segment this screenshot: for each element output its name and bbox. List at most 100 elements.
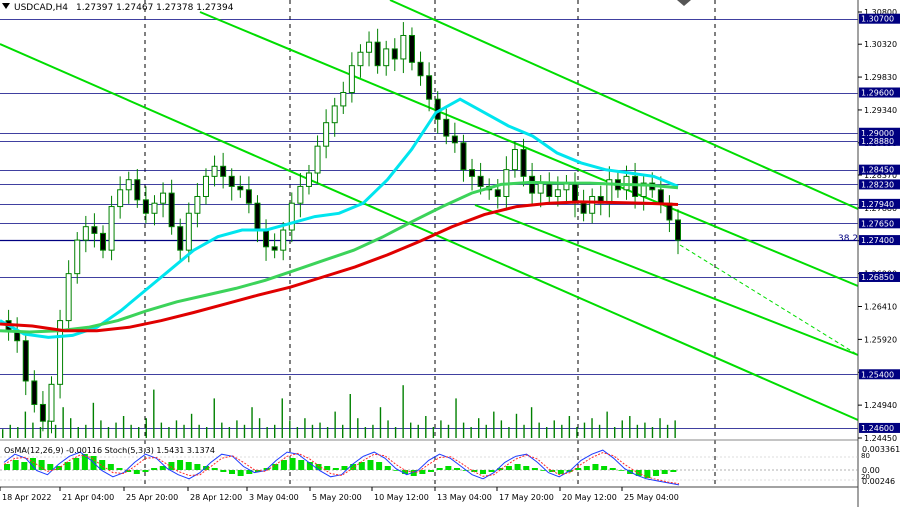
- osma-bar: [670, 470, 677, 472]
- osma-bar: [151, 468, 158, 470]
- volume-bar: [523, 424, 525, 438]
- time-tick-label: 3 May 04:00: [249, 493, 299, 502]
- volume-bar: [85, 424, 87, 438]
- osma-bar: [393, 470, 400, 471]
- candle-body: [366, 41, 373, 53]
- volume-bar: [17, 427, 19, 438]
- channel-line[interactable]: [389, 0, 859, 210]
- volume-bar: [478, 418, 480, 438]
- volume-bar: [221, 422, 223, 438]
- volume-bar: [614, 427, 616, 438]
- price-level-tag[interactable]: [859, 127, 900, 138]
- time-tick-label: 25 Apr 20:00: [126, 493, 178, 502]
- channel-line[interactable]: [199, 11, 859, 287]
- volume-bar: [432, 427, 435, 438]
- price-level-tag[interactable]: [859, 369, 900, 380]
- symbol-label: USDCAD,H4: [14, 3, 68, 13]
- volume-bar: [629, 416, 631, 438]
- osma-bar: [644, 470, 651, 478]
- candle-body: [117, 189, 124, 208]
- price-level-tag[interactable]: [859, 422, 900, 433]
- osma-bar: [384, 466, 391, 470]
- price-level-tag[interactable]: [859, 164, 900, 175]
- osma-bar: [272, 464, 279, 470]
- stoch-level-label: 20: [861, 473, 870, 481]
- osma-bar: [618, 470, 625, 471]
- time-tick-label: 17 May 20:00: [499, 493, 554, 502]
- candle-body: [220, 165, 227, 177]
- channel-line[interactable]: [0, 43, 859, 421]
- candle-body: [177, 226, 184, 251]
- candle-body: [417, 61, 424, 77]
- osma-bar: [64, 462, 71, 470]
- price-level-tag[interactable]: [859, 218, 900, 229]
- osma-bar: [575, 468, 582, 470]
- candle-body: [288, 202, 295, 231]
- candle-body: [91, 226, 98, 234]
- candle-body: [39, 403, 46, 422]
- volume-bar: [213, 398, 215, 438]
- candle-body: [245, 189, 252, 204]
- volume-bar: [326, 427, 329, 438]
- candle-body: [194, 195, 201, 214]
- volume-bar: [9, 424, 11, 438]
- candle-body: [469, 169, 476, 177]
- volume-bar: [160, 422, 163, 438]
- chart-header: USDCAD,H4 1.27397 1.27467 1.27378 1.2739…: [2, 3, 234, 13]
- volume-bar: [266, 427, 268, 438]
- osma-bar: [653, 470, 660, 476]
- osma-bar: [177, 460, 184, 470]
- price-level-tag[interactable]: [859, 271, 900, 282]
- chart-shift-marker-icon[interactable]: [677, 0, 691, 6]
- candle-body: [31, 380, 38, 405]
- volume-bar: [130, 424, 132, 438]
- time-tick-label: 18 Apr 2022: [2, 493, 51, 502]
- channel-line[interactable]: [474, 204, 859, 356]
- volume-bar: [32, 422, 34, 438]
- candle-body: [331, 105, 338, 124]
- osma-bar: [12, 460, 19, 470]
- price-level-tag[interactable]: [859, 235, 900, 246]
- osma-bar: [601, 466, 608, 470]
- volume-bar: [447, 424, 450, 438]
- osma-bar: [419, 470, 426, 474]
- indicator-subwindow: [0, 449, 858, 486]
- candle-body: [254, 202, 261, 231]
- indicator-tick-label: 0.00246: [862, 477, 895, 486]
- trend-channels[interactable]: [0, 0, 859, 421]
- price-tick-label: 1.30320: [864, 40, 897, 49]
- time-axis[interactable]: 18 Apr 2022 21 Apr 04:00 25 Apr 20:00 28 Ap…: [0, 487, 679, 502]
- ohlc-values: 1.27397 1.27467 1.27378 1.27394: [76, 3, 234, 13]
- price-level-tag[interactable]: [859, 198, 900, 209]
- candle-body: [357, 51, 364, 67]
- volume-bar: [311, 424, 314, 438]
- candle-body: [263, 229, 270, 248]
- volume-bar: [636, 424, 639, 438]
- osma-bar: [358, 462, 365, 470]
- candle-body: [657, 189, 664, 204]
- dropdown-arrow-icon[interactable]: [2, 3, 10, 9]
- stochastic-signal-line: [3, 452, 680, 485]
- volume-bar: [115, 422, 117, 438]
- price-level-tag[interactable]: [859, 179, 900, 190]
- price-level-tag[interactable]: [859, 87, 900, 98]
- candle-body: [280, 229, 287, 251]
- indicator-tick-label: 0.00: [862, 466, 880, 475]
- candle-body: [520, 149, 527, 177]
- price-tick-label: 1.29830: [864, 73, 897, 82]
- price-axis[interactable]: 1.308001.303201.298301.293401.288501.283…: [858, 8, 900, 486]
- candle-body: [48, 383, 55, 422]
- osma-bar: [21, 462, 28, 470]
- price-level-tag[interactable]: [859, 135, 900, 146]
- price-level-tag-label: 1.30700: [861, 15, 894, 24]
- volume-bar: [281, 398, 283, 438]
- osma-bar: [505, 466, 512, 470]
- price-tick-label: 1.30800: [864, 8, 897, 17]
- volume-bar: [410, 422, 412, 438]
- osma-bar: [194, 464, 201, 470]
- price-level-tag[interactable]: [859, 13, 900, 24]
- osma-bar: [4, 464, 10, 470]
